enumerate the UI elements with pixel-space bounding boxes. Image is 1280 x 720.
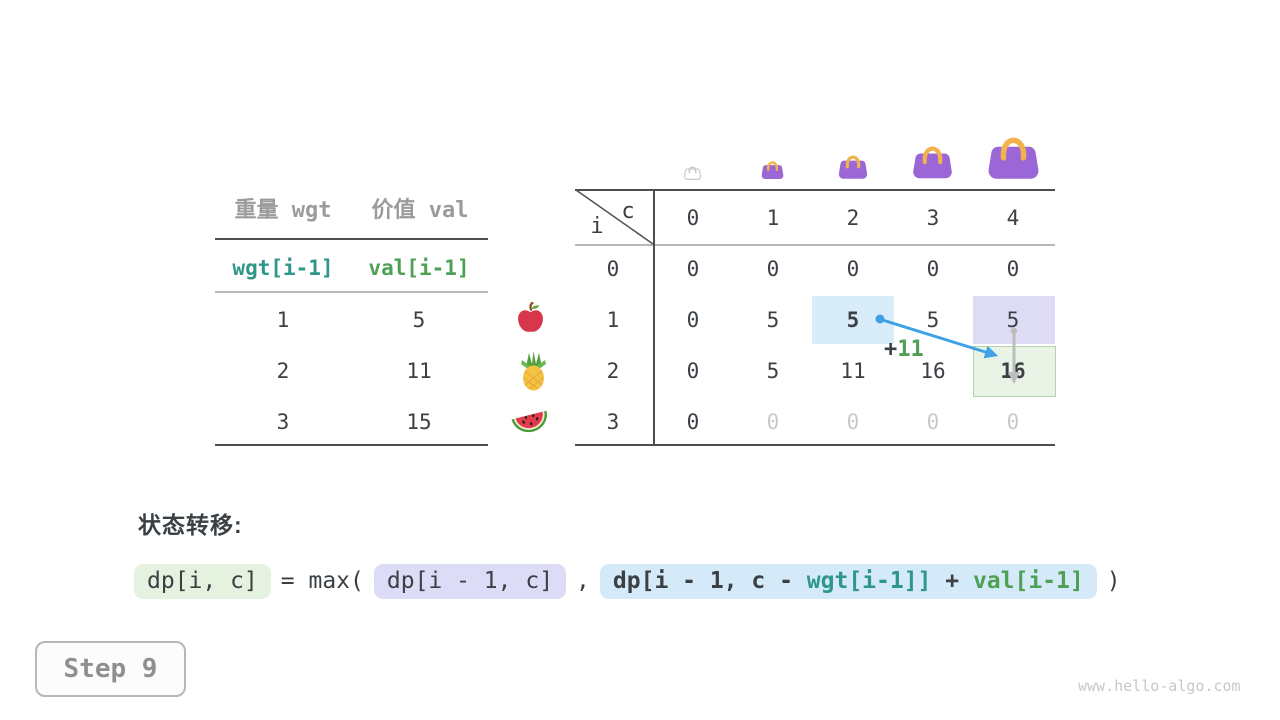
formula-comma: , xyxy=(576,568,590,594)
add-value-plus: + xyxy=(884,337,898,362)
dp-cell-r3-c0: 0 xyxy=(686,409,700,434)
dp-cell-r3-c1: 0 xyxy=(766,409,780,434)
dp-col-header-3: 3 xyxy=(926,205,940,230)
formula-equals: = max( xyxy=(280,568,364,594)
dp-corner-row-label: i xyxy=(590,214,604,239)
dp-cell-r1-c4: 5 xyxy=(1006,307,1020,332)
items-table-bottom-divider xyxy=(215,444,488,446)
add-value-number: 11 xyxy=(897,337,924,362)
dp-row-header-3: 3 xyxy=(606,409,620,434)
watermark: www.hello-algo.com xyxy=(1078,677,1241,695)
dp-cell-r0-c4: 0 xyxy=(1006,256,1020,281)
dp-table-header-divider xyxy=(575,244,1055,246)
items-table-index-divider xyxy=(215,291,488,293)
items-index-wgt: wgt[i-1] xyxy=(232,255,334,280)
formula-option1-chip: dp[i - 1, c] xyxy=(373,563,567,599)
dp-cell-r1-c1: 5 xyxy=(766,307,780,332)
dp-cell-r2-c0: 0 xyxy=(686,358,700,383)
dp-col-header-2: 2 xyxy=(846,205,860,230)
items-row3-wgt: 3 xyxy=(276,409,290,434)
dp-col-header-4: 4 xyxy=(1006,205,1020,230)
formula-option2-dp: dp[i - 1, c - xyxy=(612,567,807,594)
pineapple-icon xyxy=(518,350,549,391)
dp-table-top-border xyxy=(575,189,1055,191)
formula-lhs-chip: dp[i, c] xyxy=(134,563,271,599)
formula-option2-wgt: wgt[i-1]] xyxy=(806,567,932,594)
formula-option2-val: val[i-1] xyxy=(972,567,1084,594)
dp-cell-r3-c2: 0 xyxy=(846,409,860,434)
items-table-header-divider xyxy=(215,238,488,240)
items-col-header-weight: 重量 wgt xyxy=(234,198,332,223)
items-col-header-value: 价值 val xyxy=(371,198,469,223)
watermelon-icon xyxy=(510,407,550,439)
items-index-val: val[i-1] xyxy=(368,255,470,280)
bag-small-icon xyxy=(761,157,784,180)
items-row1-wgt: 1 xyxy=(276,307,290,332)
bag-ghost-icon xyxy=(684,163,701,180)
dp-col-header-0: 0 xyxy=(686,205,700,230)
dp-table-bottom-border xyxy=(575,444,1055,446)
formula-option2-plus: + xyxy=(931,567,973,594)
transition-formula: dp[i, c] = max( dp[i - 1, c] , dp[i - 1,… xyxy=(134,558,1121,604)
bag-xlarge-icon xyxy=(987,128,1040,181)
items-row2-val: 11 xyxy=(406,358,432,383)
add-value-annotation: + 11 xyxy=(884,337,924,362)
dp-cell-r1-c0: 0 xyxy=(686,307,700,332)
dp-row-header-2: 2 xyxy=(606,358,620,383)
apple-icon xyxy=(515,302,546,334)
dp-cell-r2-c2: 11 xyxy=(840,358,866,383)
dp-cell-r0-c0: 0 xyxy=(686,256,700,281)
dp-col-header-1: 1 xyxy=(766,205,780,230)
step-badge[interactable]: Step 9 xyxy=(35,641,186,697)
bag-medium-icon xyxy=(838,150,868,180)
dp-row-header-0: 0 xyxy=(606,256,620,281)
bag-large-icon xyxy=(912,139,953,180)
dp-cell-r1-c2: 5 xyxy=(846,307,860,332)
items-row2-wgt: 2 xyxy=(276,358,290,383)
dp-cell-r3-c3: 0 xyxy=(926,409,940,434)
dp-cell-r2-c3: 16 xyxy=(920,358,946,383)
dp-cell-r2-c1: 5 xyxy=(766,358,780,383)
dp-cell-r2-c4: 16 xyxy=(1000,358,1026,383)
dp-row-header-1: 1 xyxy=(606,307,620,332)
items-row1-val: 5 xyxy=(412,307,426,332)
dp-corner-col-label: c xyxy=(621,199,635,224)
formula-close-paren: ) xyxy=(1106,568,1121,594)
dp-cell-r0-c2: 0 xyxy=(846,256,860,281)
transition-label: 状态转移: xyxy=(138,512,243,538)
dp-cell-r3-c4: 0 xyxy=(1006,409,1020,434)
formula-option2-chip: dp[i - 1, c - wgt[i-1]] + val[i-1] xyxy=(599,563,1097,599)
dp-table-vertical-divider xyxy=(653,189,655,446)
items-row3-val: 15 xyxy=(406,409,432,434)
dp-cell-r0-c1: 0 xyxy=(766,256,780,281)
dp-cell-r0-c3: 0 xyxy=(926,256,940,281)
